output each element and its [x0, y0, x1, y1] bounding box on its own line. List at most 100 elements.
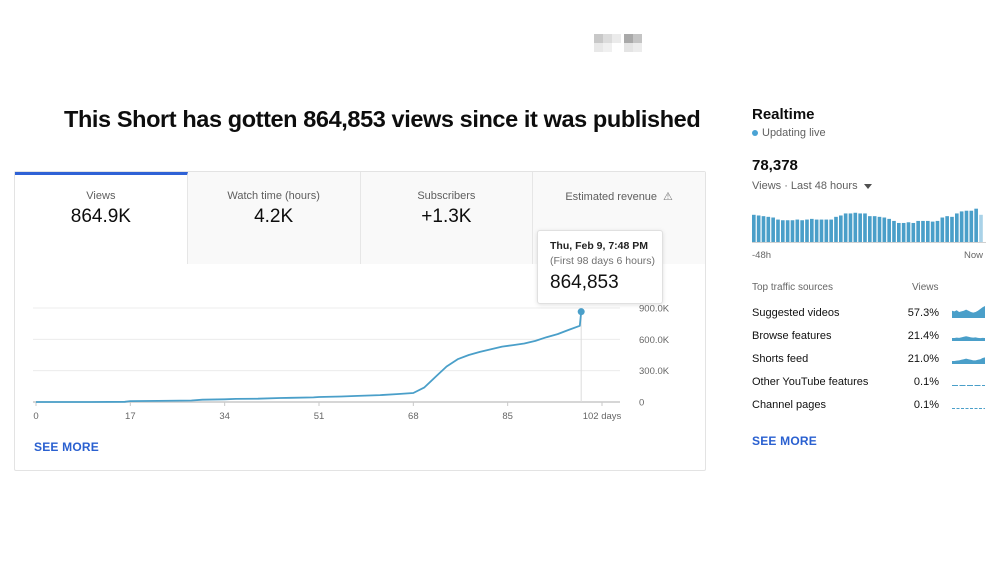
- realtime-bar[interactable]: [959, 211, 964, 242]
- realtime-bar[interactable]: [761, 216, 766, 242]
- realtime-period-label: Views · Last 48 hours: [752, 180, 858, 192]
- realtime-bar[interactable]: [824, 219, 829, 242]
- realtime-bar[interactable]: [834, 216, 838, 242]
- x-tick-label: 51: [314, 411, 325, 422]
- traffic-sparkline: [952, 306, 985, 318]
- y-tick-label: 600.0K: [639, 335, 670, 346]
- realtime-bar[interactable]: [853, 212, 858, 242]
- realtime-bar[interactable]: [901, 222, 906, 242]
- traffic-source-percent: 0.1%: [913, 399, 939, 411]
- highlight-point[interactable]: [577, 308, 585, 316]
- tab-watch-time[interactable]: Watch time (hours) 4.2K: [187, 172, 361, 264]
- traffic-sparkline: [952, 408, 985, 409]
- realtime-status-text: Updating live: [762, 127, 826, 139]
- realtime-bar[interactable]: [819, 219, 824, 242]
- realtime-bar[interactable]: [756, 215, 761, 242]
- realtime-bar[interactable]: [839, 215, 843, 242]
- warning-icon[interactable]: ⚠: [663, 191, 673, 203]
- realtime-bar[interactable]: [950, 216, 954, 242]
- realtime-bar[interactable]: [877, 216, 882, 242]
- realtime-bar[interactable]: [916, 220, 920, 242]
- realtime-bar[interactable]: [979, 214, 983, 242]
- x-tick-label: 17: [125, 411, 136, 422]
- y-tick-label: 900.0K: [639, 304, 670, 315]
- realtime-bar[interactable]: [868, 216, 872, 242]
- y-tick-label: 0: [639, 398, 644, 409]
- realtime-bar[interactable]: [906, 222, 911, 242]
- tab-subscribers[interactable]: Subscribers +1.3K: [360, 172, 534, 264]
- realtime-bar[interactable]: [790, 220, 795, 242]
- realtime-bar[interactable]: [892, 220, 896, 242]
- chart-tooltip: Thu, Feb 9, 7:48 PM (First 98 days 6 hou…: [537, 230, 663, 304]
- realtime-bar[interactable]: [785, 220, 790, 242]
- realtime-bar[interactable]: [964, 210, 969, 242]
- realtime-axis-end: Now: [964, 250, 984, 261]
- tab-watch-time-label: Watch time (hours): [227, 190, 320, 202]
- redacted-revenue-value: [580, 34, 642, 52]
- traffic-source-row[interactable]: Browse features 21.4%: [752, 330, 992, 346]
- realtime-bar[interactable]: [843, 213, 848, 242]
- realtime-bar[interactable]: [935, 220, 940, 242]
- realtime-bar[interactable]: [882, 217, 887, 242]
- realtime-bar[interactable]: [887, 218, 891, 242]
- traffic-source-percent: 21.4%: [907, 330, 939, 342]
- realtime-bar[interactable]: [795, 219, 800, 242]
- traffic-sources-metric-header: Views: [912, 282, 939, 293]
- realtime-bar[interactable]: [955, 213, 959, 242]
- traffic-source-name: Other YouTube features: [752, 376, 869, 388]
- traffic-source-percent: 0.1%: [913, 376, 939, 388]
- y-tick-label: 300.0K: [639, 366, 670, 377]
- see-more-link[interactable]: SEE MORE: [34, 440, 99, 454]
- tab-revenue-label-wrap: Estimated revenue ⚠: [533, 190, 705, 203]
- realtime-bar-chart: [752, 208, 986, 243]
- realtime-bar[interactable]: [872, 216, 877, 242]
- realtime-bar[interactable]: [863, 213, 867, 242]
- realtime-bar[interactable]: [969, 210, 974, 242]
- x-tick-label: 0: [33, 411, 38, 422]
- live-dot-icon: [752, 130, 758, 136]
- realtime-bar[interactable]: [848, 213, 853, 242]
- realtime-bar[interactable]: [926, 220, 930, 242]
- realtime-bar[interactable]: [921, 220, 925, 242]
- realtime-bar[interactable]: [945, 216, 949, 242]
- tab-subscribers-value: +1.3K: [421, 206, 472, 227]
- traffic-source-row[interactable]: Suggested videos 57.3%: [752, 306, 992, 323]
- views-series-line: [36, 311, 583, 403]
- caret-down-icon: [863, 183, 872, 189]
- traffic-source-row[interactable]: Channel pages 0.1%: [752, 399, 992, 415]
- traffic-see-more-link[interactable]: SEE MORE: [752, 434, 817, 448]
- tooltip-value: 864,853: [550, 272, 619, 293]
- x-tick-label: 68: [408, 411, 419, 422]
- tab-views-label: Views: [86, 190, 116, 202]
- realtime-period-dropdown[interactable]: Views · Last 48 hours: [752, 180, 872, 192]
- sparkline-area: [952, 357, 985, 364]
- tab-views-value: 864.9K: [70, 206, 131, 227]
- realtime-bar[interactable]: [814, 219, 819, 242]
- realtime-axis-start: -48h: [752, 250, 772, 261]
- traffic-sparkline: [952, 357, 985, 364]
- tab-views[interactable]: Views 864.9K: [15, 172, 188, 264]
- traffic-source-row[interactable]: Other YouTube features 0.1%: [752, 376, 992, 392]
- realtime-bar[interactable]: [858, 213, 862, 242]
- realtime-bar[interactable]: [930, 221, 935, 242]
- realtime-bar[interactable]: [810, 218, 814, 242]
- x-tick-label: 102 days: [583, 411, 622, 422]
- realtime-bar[interactable]: [781, 220, 785, 242]
- realtime-status: Updating live: [752, 127, 826, 139]
- realtime-bar[interactable]: [829, 219, 833, 242]
- realtime-bar[interactable]: [752, 214, 756, 242]
- realtime-bar[interactable]: [974, 208, 978, 242]
- sparkline-area: [952, 306, 985, 318]
- realtime-bar[interactable]: [897, 222, 901, 242]
- realtime-bar[interactable]: [800, 220, 804, 242]
- tooltip-subtitle: (First 98 days 6 hours): [550, 255, 656, 267]
- realtime-bar[interactable]: [940, 217, 945, 242]
- traffic-source-row[interactable]: Shorts feed 21.0%: [752, 353, 992, 369]
- realtime-bar[interactable]: [805, 219, 809, 242]
- realtime-bar[interactable]: [771, 217, 775, 242]
- realtime-bar[interactable]: [766, 216, 771, 242]
- traffic-source-percent: 57.3%: [907, 307, 939, 319]
- realtime-bar[interactable]: [776, 219, 780, 242]
- realtime-bar[interactable]: [911, 222, 916, 242]
